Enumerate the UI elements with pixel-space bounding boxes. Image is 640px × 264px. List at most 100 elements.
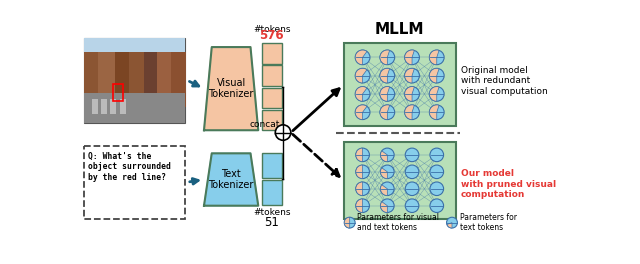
Bar — [262, 87, 282, 108]
Bar — [262, 43, 282, 64]
Circle shape — [356, 182, 369, 196]
Bar — [262, 65, 282, 86]
Wedge shape — [356, 148, 363, 162]
Wedge shape — [381, 202, 387, 213]
Circle shape — [355, 105, 370, 120]
Circle shape — [430, 165, 444, 179]
Text: 576: 576 — [259, 29, 284, 42]
Circle shape — [430, 182, 444, 196]
Wedge shape — [429, 68, 439, 83]
Circle shape — [430, 148, 444, 162]
Bar — [262, 153, 282, 178]
Bar — [84, 93, 184, 122]
Circle shape — [355, 68, 370, 83]
Circle shape — [447, 217, 458, 228]
Circle shape — [405, 182, 419, 196]
Bar — [84, 38, 184, 68]
Wedge shape — [344, 217, 349, 228]
Text: Our model
with pruned visual
computation: Our model with pruned visual computation — [461, 169, 556, 199]
Wedge shape — [380, 68, 390, 83]
Wedge shape — [404, 50, 414, 65]
Text: 51: 51 — [264, 216, 279, 229]
Text: Parameters for visual
and text tokens: Parameters for visual and text tokens — [358, 213, 440, 232]
Wedge shape — [380, 50, 390, 65]
Circle shape — [355, 87, 370, 101]
Wedge shape — [381, 185, 387, 196]
Circle shape — [381, 148, 394, 162]
Circle shape — [405, 165, 419, 179]
Circle shape — [429, 105, 444, 120]
Circle shape — [275, 125, 291, 140]
Bar — [115, 53, 129, 107]
Wedge shape — [404, 105, 414, 120]
Wedge shape — [356, 182, 363, 196]
Wedge shape — [380, 105, 390, 120]
Circle shape — [429, 68, 444, 83]
FancyBboxPatch shape — [344, 43, 456, 126]
Bar — [98, 53, 115, 107]
Circle shape — [381, 182, 394, 196]
Circle shape — [404, 50, 419, 65]
Text: concat: concat — [250, 120, 280, 129]
Bar — [145, 53, 157, 107]
Bar — [120, 99, 125, 114]
Wedge shape — [355, 50, 367, 65]
Wedge shape — [381, 168, 387, 179]
Circle shape — [381, 165, 394, 179]
Text: #tokens: #tokens — [253, 208, 291, 217]
Bar — [262, 110, 282, 130]
Bar — [113, 84, 123, 101]
Circle shape — [404, 87, 419, 101]
Bar — [262, 180, 282, 205]
Wedge shape — [381, 151, 387, 162]
Wedge shape — [355, 105, 367, 120]
Wedge shape — [380, 87, 390, 101]
Circle shape — [405, 199, 419, 213]
Wedge shape — [404, 87, 414, 101]
Wedge shape — [404, 68, 414, 83]
Wedge shape — [429, 105, 439, 120]
Wedge shape — [355, 68, 367, 83]
Polygon shape — [204, 47, 259, 130]
Circle shape — [429, 87, 444, 101]
Circle shape — [356, 165, 369, 179]
FancyBboxPatch shape — [84, 146, 184, 219]
Circle shape — [405, 148, 419, 162]
Bar — [157, 53, 171, 107]
Text: #tokens: #tokens — [253, 25, 291, 34]
Circle shape — [404, 105, 419, 120]
Circle shape — [430, 199, 444, 213]
Circle shape — [381, 199, 394, 213]
FancyBboxPatch shape — [344, 142, 456, 219]
Wedge shape — [356, 199, 363, 213]
Circle shape — [404, 68, 419, 83]
Text: Parameters for
text tokens: Parameters for text tokens — [460, 213, 516, 232]
Text: Q: What's the
object surrounded
by the red line?: Q: What's the object surrounded by the r… — [88, 152, 171, 182]
Wedge shape — [429, 87, 439, 101]
Text: Visual
Tokenizer: Visual Tokenizer — [209, 78, 254, 100]
Circle shape — [355, 50, 370, 65]
Text: Text
Tokenizer: Text Tokenizer — [209, 169, 254, 190]
Bar — [101, 99, 107, 114]
Wedge shape — [429, 50, 439, 65]
Bar — [84, 53, 98, 107]
Bar — [84, 38, 184, 122]
Circle shape — [429, 50, 444, 65]
Text: MLLM: MLLM — [375, 22, 424, 37]
Wedge shape — [447, 223, 452, 228]
Bar — [129, 53, 145, 107]
Circle shape — [380, 105, 395, 120]
Bar — [92, 99, 98, 114]
Circle shape — [344, 217, 355, 228]
Text: Original model
with redundant
visual computation: Original model with redundant visual com… — [461, 66, 547, 96]
Circle shape — [380, 50, 395, 65]
Circle shape — [380, 87, 395, 101]
Polygon shape — [204, 153, 259, 206]
Circle shape — [356, 148, 369, 162]
Bar — [110, 99, 116, 114]
Bar — [171, 53, 186, 107]
Wedge shape — [355, 87, 367, 101]
Circle shape — [380, 68, 395, 83]
Wedge shape — [356, 165, 363, 179]
Circle shape — [356, 199, 369, 213]
